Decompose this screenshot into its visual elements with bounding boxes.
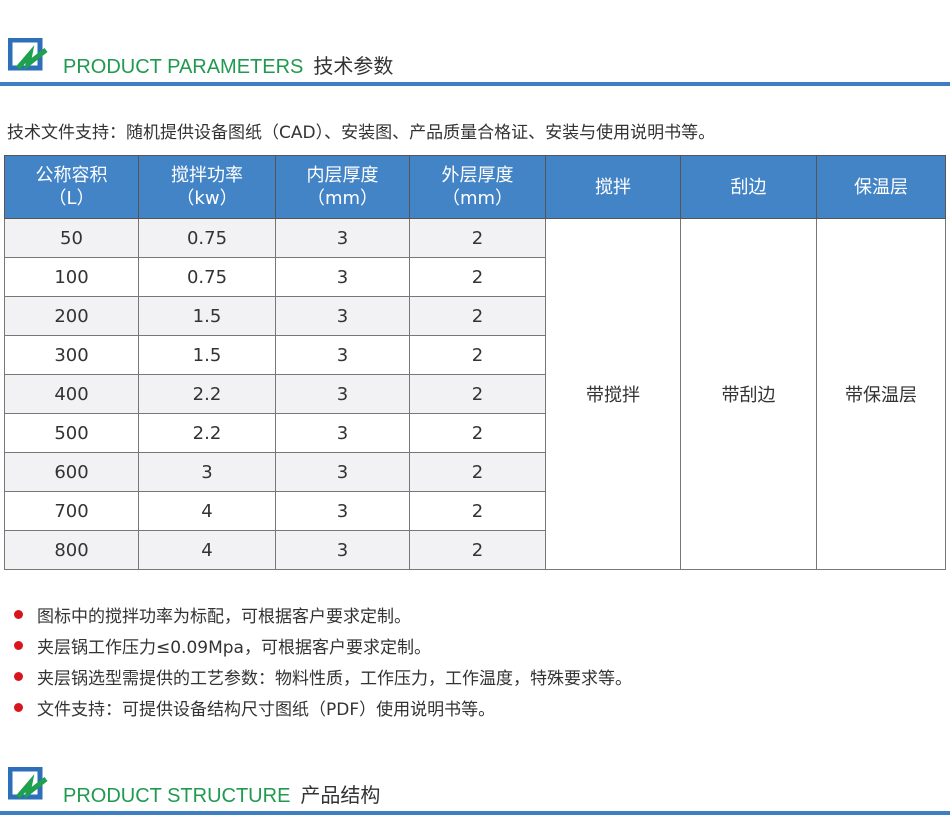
section-title-en: PRODUCT STRUCTURE xyxy=(63,785,291,807)
table-cell: 100 xyxy=(4,257,139,297)
header-unit: （kw） xyxy=(176,188,238,209)
table-cell: 2 xyxy=(409,218,546,258)
note-item: 文件支持：可提供设备结构尺寸图纸（PDF）使用说明书等。 xyxy=(14,692,632,723)
table-cell: 3 xyxy=(275,257,410,297)
table-row: 200 1.5 3 2 xyxy=(4,296,946,336)
table-cell: 2 xyxy=(409,452,546,492)
header-label: 搅拌 xyxy=(595,176,631,198)
table-cell: 4 xyxy=(138,491,276,531)
table-cell: 700 xyxy=(4,491,139,531)
table-cell: 3 xyxy=(275,335,410,375)
table-cell: 0.75 xyxy=(138,218,276,258)
table-cell: 400 xyxy=(4,374,139,414)
notes-list: 图标中的搅拌功率为标配，可根据客户要求定制。 夹层锅工作压力≤0.09Mpa，可根… xyxy=(14,599,632,723)
divider xyxy=(0,82,950,86)
table-cell: 2 xyxy=(409,335,546,375)
section-header-structure: PRODUCT STRUCTURE 产品结构 xyxy=(0,761,950,817)
parameters-table: 公称容积 （L） 搅拌功率 （kw） 内层厚度 （mm） 外层厚度 （mm） 搅拌 刮边 保温层 5… xyxy=(4,155,946,570)
section-title-cn: 技术参数 xyxy=(313,56,394,78)
header-label: 刮边 xyxy=(730,176,767,198)
logo-icon xyxy=(8,767,48,800)
table-cell: 2 xyxy=(409,491,546,531)
section-title-en: PRODUCT PARAMETERS xyxy=(63,56,304,78)
table-row: 700 4 3 2 xyxy=(4,491,946,531)
table-header: 搅拌 xyxy=(545,155,681,219)
table-cell: 600 xyxy=(4,452,139,492)
table-cell: 4 xyxy=(138,530,276,570)
table-cell: 2.2 xyxy=(138,413,276,453)
table-row: 800 4 3 2 xyxy=(4,530,946,570)
table-cell: 3 xyxy=(275,491,410,531)
note-item: 夹层锅选型需提供的工艺参数：物料性质，工作压力，工作温度，特殊要求等。 xyxy=(14,661,632,692)
table-cell: 2 xyxy=(409,257,546,297)
table-cell: 3 xyxy=(138,452,276,492)
header-unit: （L） xyxy=(48,188,95,209)
table-cell: 3 xyxy=(275,374,410,414)
bullet-icon xyxy=(14,610,23,619)
section-title-cn: 产品结构 xyxy=(300,785,381,807)
merged-cell: 带保温层 xyxy=(816,218,946,570)
note-text: 夹层锅工作压力≤0.09Mpa，可根据客户要求定制。 xyxy=(37,638,431,658)
header-label: 外层厚度 xyxy=(441,165,514,186)
note-text: 文件支持：可提供设备结构尺寸图纸（PDF）使用说明书等。 xyxy=(37,700,496,720)
table-cell: 500 xyxy=(4,413,139,453)
note-text: 图标中的搅拌功率为标配，可根据客户要求定制。 xyxy=(37,607,411,627)
bullet-icon xyxy=(14,703,23,712)
header-label: 公称容积 xyxy=(35,165,108,186)
header-unit: （mm） xyxy=(306,188,379,209)
table-cell: 3 xyxy=(275,413,410,453)
support-text: 技术文件支持：随机提供设备图纸（CAD）、安装图、产品质量合格证、安装与使用说明… xyxy=(7,123,716,143)
table-header: 外层厚度 （mm） xyxy=(409,155,546,219)
table-cell: 2 xyxy=(409,413,546,453)
merged-cell: 带搅拌 xyxy=(545,218,681,570)
table-header: 保温层 xyxy=(816,155,946,219)
note-item: 图标中的搅拌功率为标配，可根据客户要求定制。 xyxy=(14,599,632,630)
table-cell: 2 xyxy=(409,296,546,336)
bullet-icon xyxy=(14,641,23,650)
merged-cell: 带刮边 xyxy=(680,218,817,570)
table-row: 500 2.2 3 2 xyxy=(4,413,946,453)
table-cell: 2 xyxy=(409,374,546,414)
table-cell: 2.2 xyxy=(138,374,276,414)
table-cell: 2 xyxy=(409,530,546,570)
table-cell: 3 xyxy=(275,296,410,336)
divider xyxy=(0,811,950,815)
table-row: 50 0.75 3 2 带搅拌 带刮边 带保温层 xyxy=(4,218,946,570)
header-label: 保温层 xyxy=(854,176,908,198)
header-unit: （mm） xyxy=(441,188,514,209)
table-cell: 3 xyxy=(275,452,410,492)
table-header: 内层厚度 （mm） xyxy=(275,155,410,219)
table-row: 400 2.2 3 2 xyxy=(4,374,946,414)
table-cell: 0.75 xyxy=(138,257,276,297)
table-cell: 300 xyxy=(4,335,139,375)
table-cell: 800 xyxy=(4,530,139,570)
table-header: 刮边 xyxy=(680,155,817,219)
table-header: 搅拌功率 （kw） xyxy=(138,155,276,219)
table-header: 公称容积 （L） xyxy=(4,155,139,219)
table-cell: 3 xyxy=(275,530,410,570)
table-cell: 1.5 xyxy=(138,296,276,336)
table-row: 300 1.5 3 2 xyxy=(4,335,946,375)
section-header-parameters: PRODUCT PARAMETERS 技术参数 xyxy=(0,32,950,88)
bullet-icon xyxy=(14,672,23,681)
table-cell: 50 xyxy=(4,218,139,258)
logo-icon xyxy=(8,38,48,71)
header-label: 搅拌功率 xyxy=(171,165,243,186)
table-cell: 200 xyxy=(4,296,139,336)
table-cell: 3 xyxy=(275,218,410,258)
table-cell: 1.5 xyxy=(138,335,276,375)
note-text: 夹层锅选型需提供的工艺参数：物料性质，工作压力，工作温度，特殊要求等。 xyxy=(37,669,632,689)
header-label: 内层厚度 xyxy=(306,165,379,186)
note-item: 夹层锅工作压力≤0.09Mpa，可根据客户要求定制。 xyxy=(14,630,632,661)
